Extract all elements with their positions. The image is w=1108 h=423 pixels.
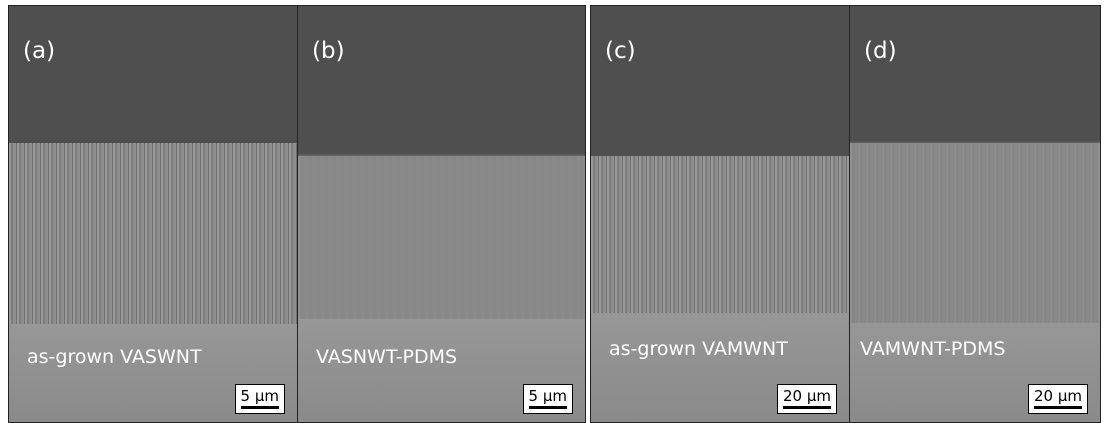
scale-text: 5 μm bbox=[529, 387, 567, 405]
scale-text: 20 μm bbox=[1034, 387, 1082, 405]
panel-label: (d) bbox=[864, 38, 897, 64]
caption: VAMWNT-PDMS bbox=[860, 338, 1005, 360]
figure: (a) as-grown VASWNT 5 μm (b) VASNWT-PDMS… bbox=[0, 0, 1108, 423]
caption: as-grown VAMWNT bbox=[609, 338, 788, 360]
panel: (d) VAMWNT-PDMS 20 μm bbox=[849, 5, 1101, 423]
scale-text: 20 μm bbox=[783, 387, 831, 405]
scale-bar: 5 μm bbox=[235, 384, 285, 414]
panel-label: (c) bbox=[605, 38, 636, 64]
caption: as-grown VASWNT bbox=[27, 346, 202, 368]
panel: (c) as-grown VAMWNT 20 μm bbox=[590, 5, 850, 423]
caption: VASNWT-PDMS bbox=[316, 346, 457, 368]
scale-bar: 20 μm bbox=[777, 384, 837, 414]
scale-text: 5 μm bbox=[241, 387, 279, 405]
scale-bar: 5 μm bbox=[523, 384, 573, 414]
scale-bar: 20 μm bbox=[1028, 384, 1088, 414]
panel-label: (b) bbox=[312, 38, 345, 64]
panel-label: (a) bbox=[23, 38, 55, 64]
panel: (b) VASNWT-PDMS 5 μm bbox=[297, 5, 586, 423]
panel: (a) as-grown VASWNT 5 μm bbox=[8, 5, 298, 423]
